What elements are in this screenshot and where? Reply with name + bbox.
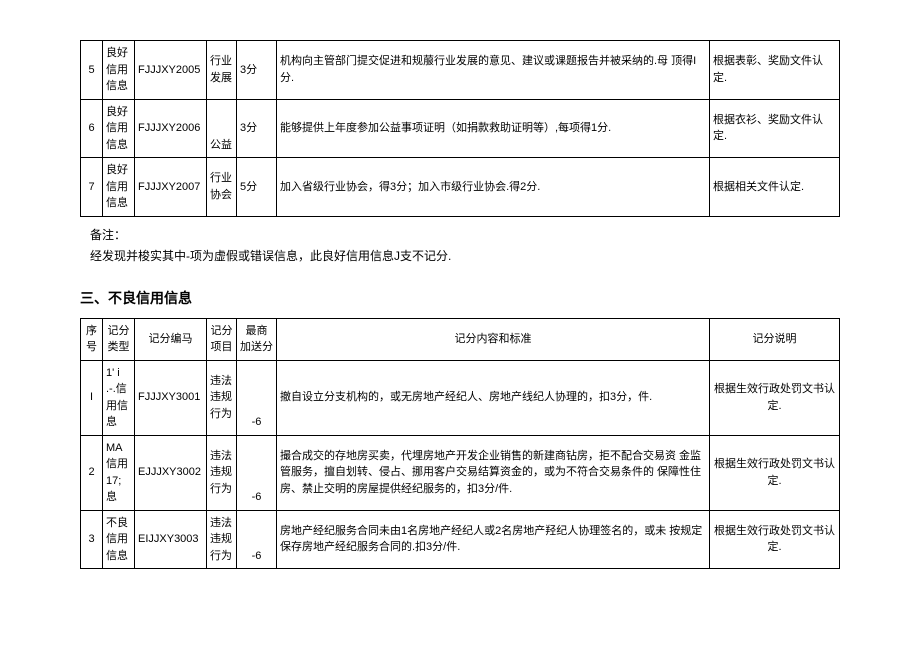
cell-idx: 2	[81, 435, 103, 510]
cell-idx: 3	[81, 510, 103, 569]
cell-desc: 撤自设立分支机构的，或无房地产经纪人、房地产线纪人协理的，扣3分，件.	[277, 360, 710, 435]
cell-note: 根据相关文件认定.	[710, 158, 840, 217]
good-credit-table: 5 良好信用信息 FJJJXY2005 行业发展 3分 机构向主管部门提交促进和…	[80, 40, 840, 217]
cell-score: 5分	[237, 158, 277, 217]
table-row: 7 良好信用信息 FJJJXY2007 行业协会 5分 加入省级行业协会，得3分…	[81, 158, 840, 217]
cell-note: 根据衣衫、奖励文件认 定.	[710, 99, 840, 158]
cell-code: FJJJXY2005	[135, 41, 207, 100]
cell-item: 违法违规行为	[207, 360, 237, 435]
header-row: 序号 记分类型 记分编马 记分项目 最商 加送分 记分内容和标准 记分说明	[81, 318, 840, 360]
table-row: I 1' i .-.信用信息 FJJJXY3001 违法违规行为 -6 撤自设立…	[81, 360, 840, 435]
cell-code: EIJJXY3003	[135, 510, 207, 569]
cell-idx: 5	[81, 41, 103, 100]
cell-score: -6	[237, 510, 277, 569]
cell-code: FJJJXY2007	[135, 158, 207, 217]
cell-note: 根据生效行政处罚文书认定.	[710, 435, 840, 510]
cell-note: 根据生效行政处罚文书认定.	[710, 510, 840, 569]
cell-desc: 机构向主管部门提交促进和规菔行业发展的意见、建议或课题报告并被采纳的.母 顶得I…	[277, 41, 710, 100]
cell-type: MA 信用 17;息	[103, 435, 135, 510]
good-credit-rows: 5 良好信用信息 FJJJXY2005 行业发展 3分 机构向主管部门提交促进和…	[81, 41, 840, 217]
cell-desc: 房地产经纪服务合同未由1名房地产经纪人或2名房地产羟纪人协理签名的，或未 按规定…	[277, 510, 710, 569]
cell-idx: 7	[81, 158, 103, 217]
cell-type: 良好信用信息	[103, 158, 135, 217]
cell-type: 良好信用信息	[103, 41, 135, 100]
cell-item: 行业协会	[207, 158, 237, 217]
header-note: 记分说明	[710, 318, 840, 360]
cell-type: 1' i .-.信用信息	[103, 360, 135, 435]
bad-credit-table: 序号 记分类型 记分编马 记分项目 最商 加送分 记分内容和标准 记分说明 I …	[80, 318, 840, 570]
cell-score: -6	[237, 360, 277, 435]
header-item: 记分项目	[207, 318, 237, 360]
cell-desc: 加入省级行业协会，得3分；加入市级行业协会.得2分.	[277, 158, 710, 217]
header-desc: 记分内容和标准	[277, 318, 710, 360]
remark-title: 备注：	[90, 225, 840, 247]
cell-item: 违法违规行为	[207, 435, 237, 510]
cell-item: 违法违规行为	[207, 510, 237, 569]
cell-code: EJJJXY3002	[135, 435, 207, 510]
cell-note: 根据生效行政处罚文书认定.	[710, 360, 840, 435]
bad-credit-rows: I 1' i .-.信用信息 FJJJXY3001 违法违规行为 -6 撤自设立…	[81, 360, 840, 569]
cell-type: 不良信用信息	[103, 510, 135, 569]
table-row: 5 良好信用信息 FJJJXY2005 行业发展 3分 机构向主管部门提交促进和…	[81, 41, 840, 100]
cell-score: 3分	[237, 99, 277, 158]
cell-item: 行业发展	[207, 41, 237, 100]
table-row: 6 良好信用信息 FJJJXY2006 公益 3分 能够提供上年度参加公益事项证…	[81, 99, 840, 158]
table-row: 3 不良信用信息 EIJJXY3003 违法违规行为 -6 房地产经纪服务合同未…	[81, 510, 840, 569]
cell-desc: 能够提供上年度参加公益事项证明（如捐款救助证明等）,每项得1分.	[277, 99, 710, 158]
remark-block: 备注： 经发现并梭实其中-项为虚假或错误信息，此良好信用信息J支不记分.	[90, 225, 840, 268]
cell-score: -6	[237, 435, 277, 510]
cell-type: 良好信用信息	[103, 99, 135, 158]
header-idx: 序号	[81, 318, 103, 360]
header-code: 记分编马	[135, 318, 207, 360]
cell-idx: I	[81, 360, 103, 435]
cell-code: FJJJXY2006	[135, 99, 207, 158]
table-row: 2 MA 信用 17;息 EJJJXY3002 违法违规行为 -6 撮合成交的存…	[81, 435, 840, 510]
cell-note: 根据表彰、奖励文件认 定.	[710, 41, 840, 100]
cell-desc: 撮合成交的存地房买卖，代埋房地产开发企业销售的新建商钻房，拒不配合交易资 金监管…	[277, 435, 710, 510]
cell-idx: 6	[81, 99, 103, 158]
cell-code: FJJJXY3001	[135, 360, 207, 435]
cell-score: 3分	[237, 41, 277, 100]
cell-item: 公益	[207, 99, 237, 158]
section-title: 三、不良信用信息	[80, 288, 840, 308]
header-score: 最商 加送分	[237, 318, 277, 360]
header-type: 记分类型	[103, 318, 135, 360]
remark-text: 经发现并梭实其中-项为虚假或错误信息，此良好信用信息J支不记分.	[90, 246, 840, 268]
